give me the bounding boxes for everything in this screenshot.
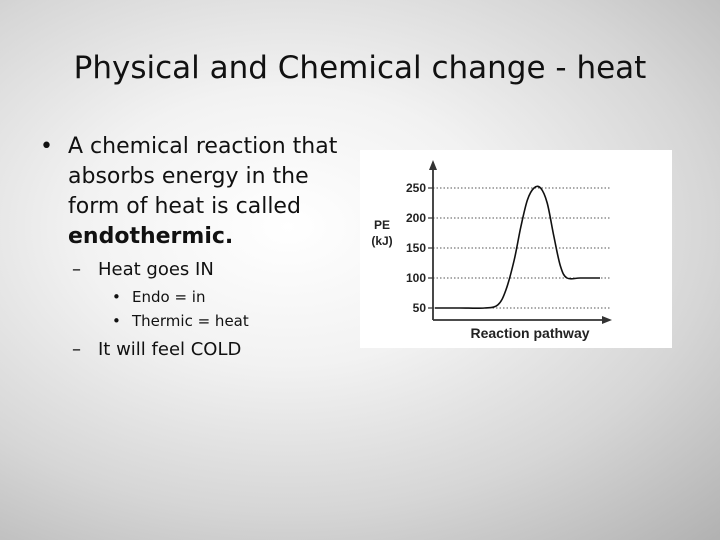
sub-sub-bullet-thermic: • Thermic = heat (40, 309, 360, 333)
y-tick-label: 200 (406, 211, 426, 225)
energy-diagram: PE (kJ) 250 200 150 100 50 Reaction pathway (360, 150, 672, 348)
bullet-main-term: endothermic. (68, 224, 234, 249)
y-axis-arrow (429, 160, 437, 170)
sub-bullet-heat-in-text: Heat goes IN (98, 259, 214, 280)
bullet-dash: – (72, 339, 81, 360)
sub-bullet-heat-in: – Heat goes IN (40, 257, 360, 283)
bullet-dot: • (112, 288, 121, 306)
energy-diagram-svg: PE (kJ) 250 200 150 100 50 Reaction pathway (371, 160, 612, 341)
sub-bullet-feel-cold-text: It will feel COLD (98, 339, 242, 360)
y-tick-label: 150 (406, 241, 426, 255)
slide-title: Physical and Chemical change - heat (73, 50, 647, 86)
bullet-dash: – (72, 259, 81, 280)
sub-bullet-feel-cold: – It will feel COLD (40, 337, 360, 363)
sub-sub-bullet-endo-text: Endo = in (132, 288, 206, 306)
y-axis-title-pe: PE (374, 218, 390, 232)
y-tick-label: 250 (406, 181, 426, 195)
x-axis-title: Reaction pathway (470, 325, 589, 341)
y-tick-label: 50 (413, 301, 427, 315)
sub-sub-bullet-endo: • Endo = in (40, 285, 360, 309)
energy-curve (434, 185, 600, 310)
y-tick-label: 100 (406, 271, 426, 285)
bullet-main: • A chemical reaction that absorbs energ… (40, 132, 360, 252)
grid-layer (433, 187, 610, 309)
bullet-main-text: A chemical reaction that absorbs energy … (68, 134, 338, 219)
bullet-dot: • (112, 312, 121, 330)
bullet-list: • A chemical reaction that absorbs energ… (40, 132, 360, 363)
bullet-dot: • (40, 134, 53, 159)
tick-layer: 250 200 150 100 50 (406, 181, 433, 315)
y-axis-title-unit: (kJ) (371, 234, 392, 248)
sub-sub-bullet-thermic-text: Thermic = heat (132, 312, 249, 330)
x-axis-arrow (602, 316, 612, 324)
